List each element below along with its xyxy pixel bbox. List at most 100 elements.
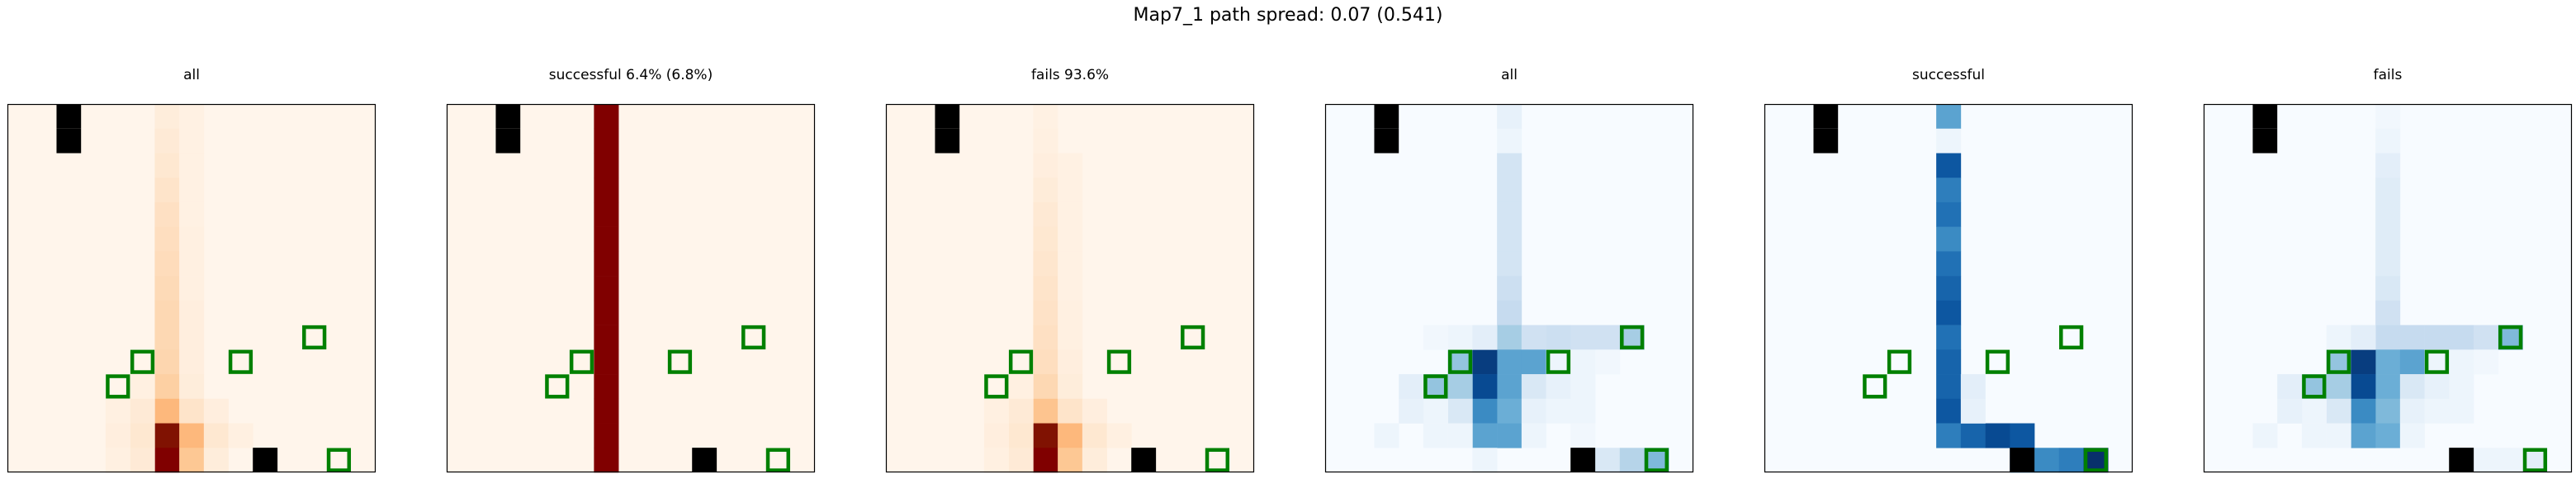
heatmap-cell	[1570, 423, 1596, 448]
heatmap-cell	[105, 423, 130, 448]
heatmap-cell	[594, 300, 619, 325]
heatmap-cell	[1399, 374, 1424, 400]
heatmap-cell	[2351, 374, 2376, 400]
goal-marker	[765, 448, 791, 472]
heatmap-cell	[1033, 128, 1058, 154]
heatmap-cell	[2449, 349, 2474, 375]
heatmap-cell	[2277, 374, 2303, 400]
heatmap-cell	[1423, 398, 1448, 424]
heatmap-cell	[2399, 398, 2425, 424]
figure-title: Map7_1 path spread: 0.07 (0.541)	[1133, 5, 1443, 26]
obstacle-marker	[2252, 104, 2278, 129]
heatmap-cell	[594, 423, 619, 448]
goal-marker	[1008, 349, 1034, 374]
heatmap-cell	[154, 300, 180, 325]
heatmap-cell	[1497, 423, 1522, 448]
heatmap-cell	[154, 251, 180, 277]
goal-marker	[2083, 448, 2109, 472]
heatmap-cell	[1082, 398, 1107, 424]
heatmap-cell	[179, 202, 205, 227]
heatmap-cell	[105, 448, 130, 473]
heatmap-cell	[154, 325, 180, 350]
heatmap-cell	[1497, 226, 1522, 252]
heatmap-cell	[1936, 251, 1962, 277]
heatmap-cell	[1033, 104, 1058, 130]
heatmap-panel-1	[7, 103, 376, 473]
heatmap-cell	[2326, 325, 2351, 350]
axes-frame	[1764, 103, 2133, 473]
heatmap-cell	[2277, 398, 2303, 424]
heatmap-cell	[130, 448, 155, 473]
goal-marker	[2302, 374, 2327, 399]
heatmap-cell	[594, 104, 619, 130]
heatmap-cell	[1936, 153, 1962, 178]
heatmap-cell	[1521, 374, 1546, 400]
heatmap-cell	[154, 276, 180, 301]
goal-marker	[1423, 374, 1448, 399]
goal-marker	[569, 349, 594, 374]
heatmap-cell	[1008, 448, 1034, 473]
heatmap-cell	[2351, 398, 2376, 424]
heatmap-cell	[1447, 398, 1473, 424]
goal-marker	[1205, 448, 1230, 472]
heatmap-cell	[1058, 448, 1083, 473]
heatmap-cell	[179, 448, 205, 473]
goal-marker	[2424, 349, 2450, 374]
heatmap-cell	[2326, 374, 2351, 400]
heatmap-cell	[154, 349, 180, 375]
heatmap-cell	[1033, 349, 1058, 375]
heatmap-cell	[1936, 300, 1962, 325]
heatmap-cell	[2375, 202, 2401, 227]
panel-title-5: successful	[1912, 67, 1985, 83]
heatmap-cell	[1033, 374, 1058, 400]
heatmap-cell	[2375, 374, 2401, 400]
heatmap-cell	[594, 398, 619, 424]
heatmap-cell	[1058, 423, 1083, 448]
heatmap-cell	[1570, 398, 1596, 424]
heatmap-cell	[1497, 202, 1522, 227]
heatmap-cell	[1570, 325, 1596, 350]
heatmap-cell	[2326, 398, 2351, 424]
heatmap-cell	[2375, 300, 2401, 325]
heatmap-cell	[2375, 398, 2401, 424]
heatmap-cell	[1033, 153, 1058, 178]
heatmap-cell	[2351, 325, 2376, 350]
heatmap-cell	[2399, 374, 2425, 400]
heatmap-cell	[1058, 374, 1083, 400]
heatmap-cell	[105, 398, 130, 424]
heatmap-cell	[2399, 423, 2425, 448]
heatmap-cell	[2424, 398, 2450, 424]
heatmap-cell	[2449, 398, 2474, 424]
heatmap-cell	[1595, 349, 1621, 375]
heatmap-cell	[594, 325, 619, 350]
heatmap-cell	[594, 374, 619, 400]
heatmap-cell	[2301, 423, 2327, 448]
heatmap-cell	[179, 178, 205, 203]
heatmap-cell	[2498, 448, 2523, 473]
heatmap-cell	[1497, 325, 1522, 350]
heatmap-cell	[2375, 325, 2401, 350]
heatmap-cell	[1497, 153, 1522, 178]
heatmap-cell	[2058, 448, 2084, 473]
goal-marker	[545, 374, 570, 399]
heatmap-cell	[179, 398, 205, 424]
heatmap-cell	[1985, 423, 2010, 448]
goal-marker	[130, 349, 155, 374]
heatmap-cell	[2375, 153, 2401, 178]
heatmap-cell	[2424, 374, 2450, 400]
heatmap-cell	[2010, 423, 2035, 448]
goal-marker	[1985, 349, 2010, 374]
heatmap-cell	[179, 300, 205, 325]
heatmap-cell	[1570, 374, 1596, 400]
heatmap-cell	[1497, 300, 1522, 325]
goal-marker	[326, 448, 352, 472]
heatmap-cell	[594, 251, 619, 277]
heatmap-cell	[1033, 300, 1058, 325]
heatmap-cell	[154, 448, 180, 473]
heatmap-cell	[203, 423, 229, 448]
heatmap-cell	[2375, 251, 2401, 277]
heatmap-cell	[179, 153, 205, 178]
heatmap-cell	[2351, 423, 2376, 448]
heatmap-cell	[1058, 325, 1083, 350]
obstacle-marker	[1813, 104, 1839, 129]
